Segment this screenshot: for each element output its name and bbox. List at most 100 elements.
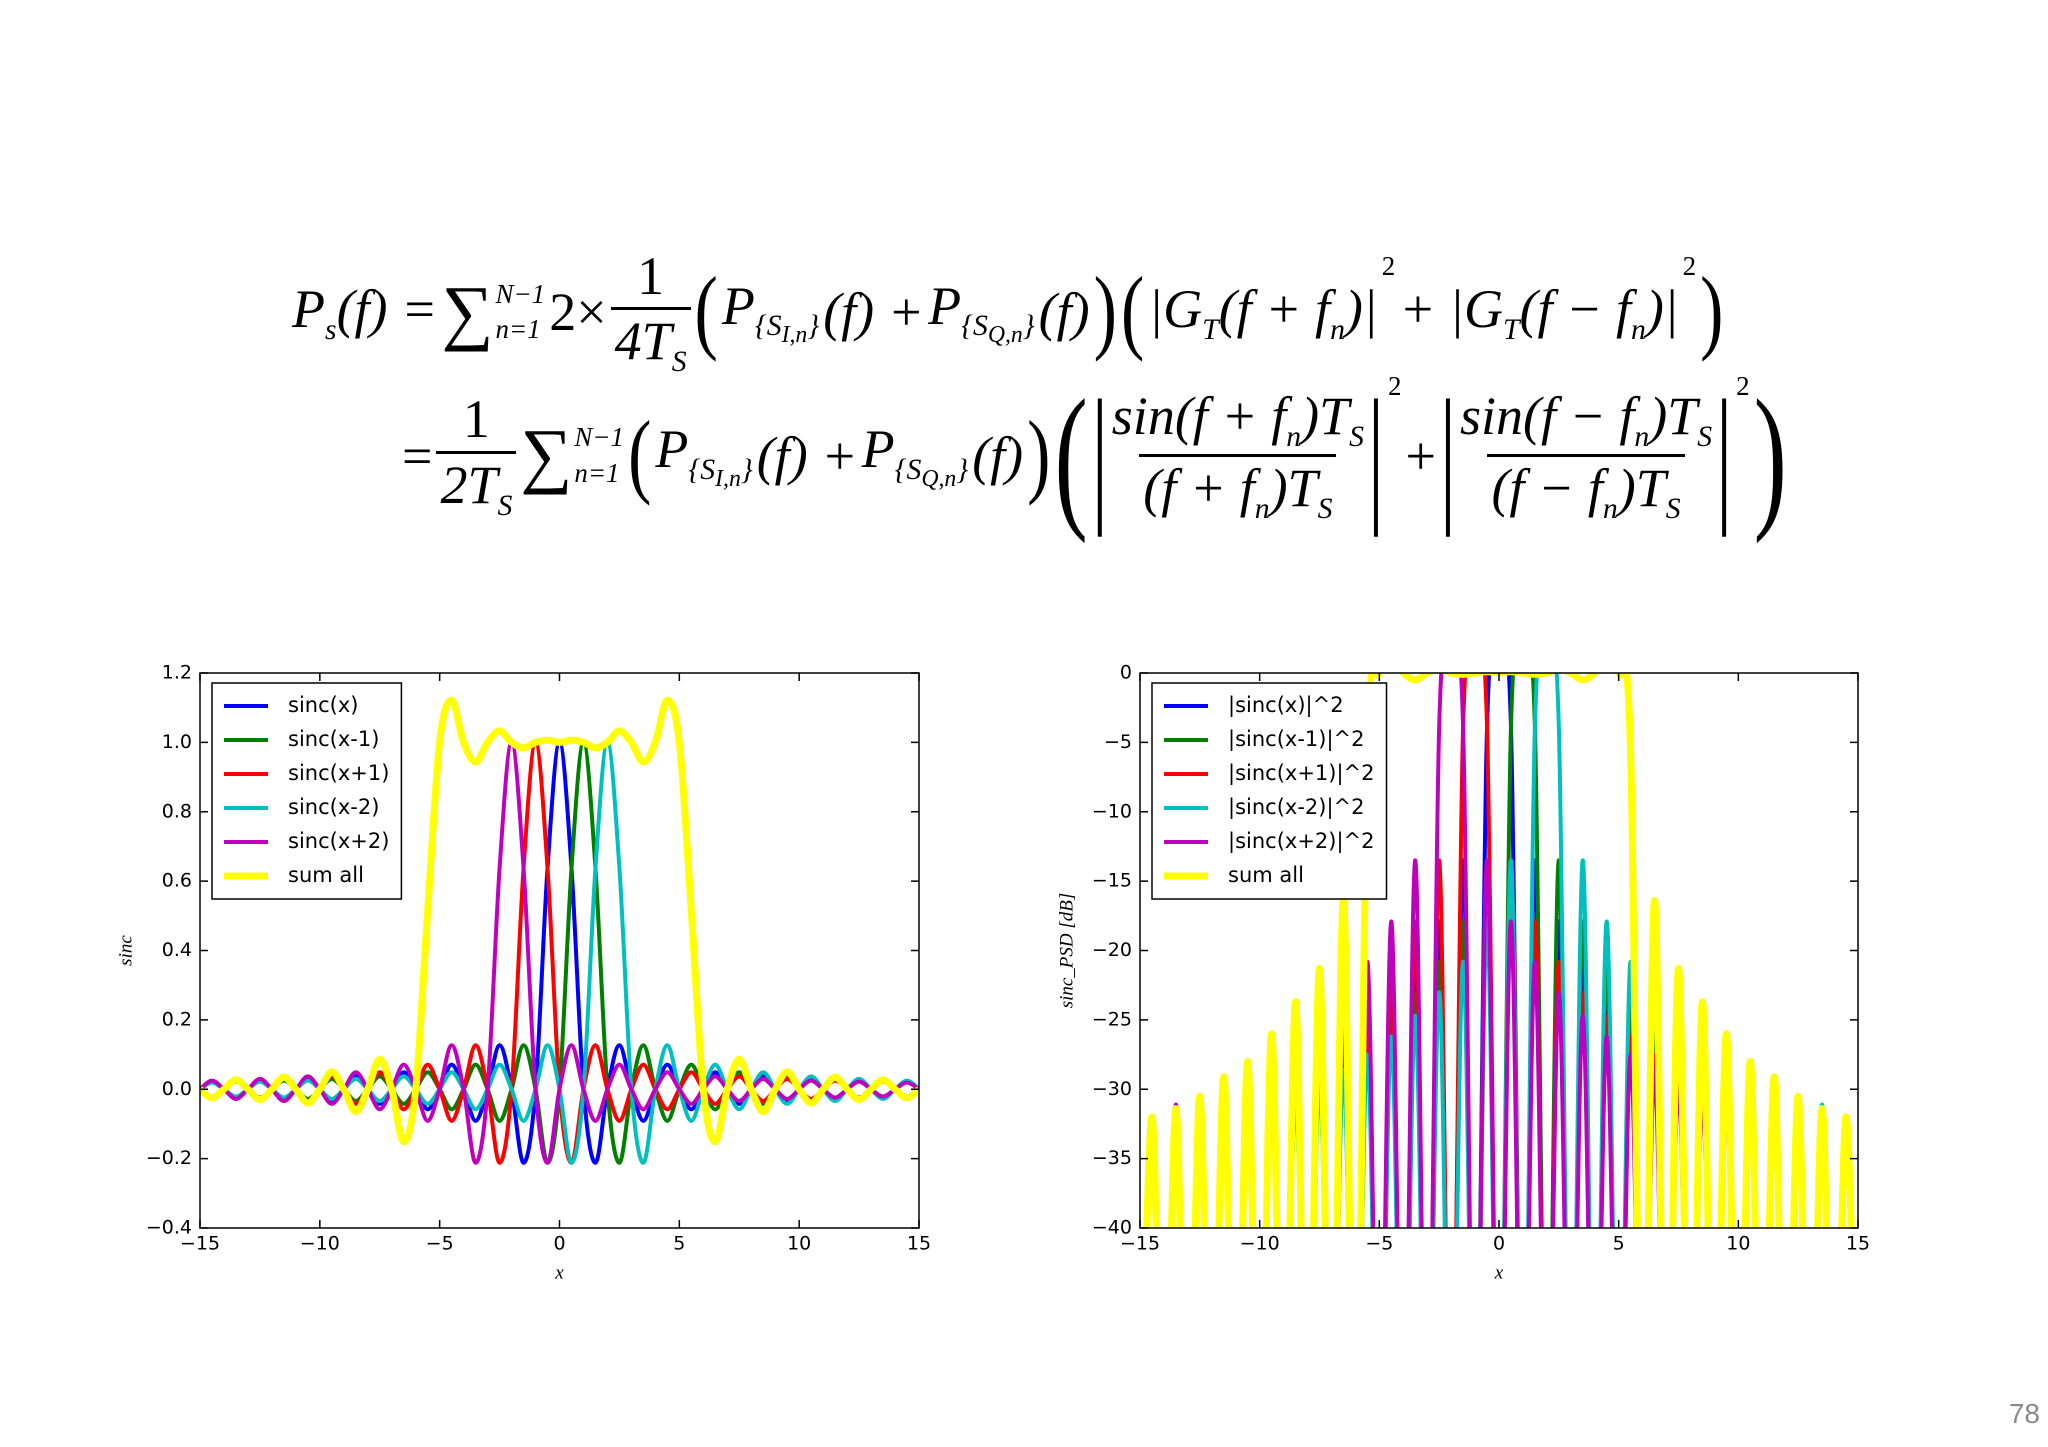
x-tick-label: 15: [1846, 1233, 1870, 1255]
equation-group: (f + fn)TS: [1139, 454, 1337, 526]
equation-token: N−1: [574, 422, 625, 453]
equation-token: sin(f − f: [1459, 386, 1635, 446]
equation-token: sin(f + f: [1111, 386, 1287, 446]
y-tick-label: −30: [1092, 1078, 1132, 1100]
y-tick-label: −20: [1092, 939, 1132, 961]
equation-token: S: [1317, 492, 1333, 525]
equation-token: ): [1753, 366, 1787, 545]
equation-token: n: [1330, 313, 1345, 346]
x-tick-label: 5: [673, 1233, 685, 1255]
equation-token: {S: [754, 310, 782, 343]
equation-group: sin(f + fn)TS (f + fn)TS: [1112, 385, 1364, 526]
x-tick-label: −5: [426, 1233, 454, 1255]
equation-group: 1 2TS: [436, 388, 517, 523]
equation-token: (: [1054, 366, 1088, 545]
equation-token: I,n: [781, 322, 808, 349]
legend: sinc(x) sinc(x-1) sinc(x+1) sinc(x-2) sinc(x…: [211, 682, 403, 900]
equation-token: 2: [1381, 251, 1396, 281]
equation-token: 2: [1387, 371, 1402, 401]
x-tick-label: −10: [300, 1233, 340, 1255]
equation-token: 1: [637, 246, 665, 306]
equation-token: )T: [1649, 386, 1698, 446]
y-tick-label: 1.2: [162, 662, 192, 684]
equation-token: + |G: [1399, 278, 1504, 339]
y-tick-label: 1.0: [162, 731, 192, 753]
y-axis-label: sinc: [115, 935, 136, 966]
legend-label: |sinc(x)|^2: [1228, 693, 1344, 718]
equation-token: {S: [961, 310, 988, 343]
equation-token: (f) +: [756, 425, 858, 486]
x-tick-label: −10: [1240, 1233, 1280, 1255]
y-tick-label: 0.8: [162, 800, 192, 822]
equation-token: n=1: [495, 314, 541, 345]
equation-token: S: [671, 345, 687, 378]
equation-token: }: [807, 310, 820, 343]
legend-label: |sinc(x+1)|^2: [1228, 761, 1375, 786]
equation-token: |: [1439, 370, 1456, 539]
equation-token: +: [1405, 425, 1436, 486]
equation-token: )T: [1269, 458, 1318, 519]
equation-group: {SI,n}: [754, 310, 820, 348]
x-tick-label: −15: [1120, 1233, 1160, 1255]
equation-token: T: [1503, 313, 1520, 346]
x-tick-label: 0: [1493, 1233, 1505, 1255]
equation-group: sin(f + fn)TS: [1112, 385, 1364, 454]
y-tick-label: 0: [1120, 662, 1132, 684]
equation-token: P: [292, 278, 325, 339]
equation-group: 4TS: [610, 307, 691, 379]
equation-group: P{SI,n}: [722, 275, 819, 350]
equation-token: (f): [1038, 282, 1090, 343]
equation-token: )|: [1344, 278, 1378, 339]
equation-group: ∑ N−1 n=1: [441, 270, 545, 352]
equation-token: Q,n: [921, 466, 957, 493]
legend-label: |sinc(x-1)|^2: [1228, 727, 1365, 752]
legend-label: |sinc(x+2)|^2: [1228, 829, 1375, 854]
equation-token: 1: [462, 389, 490, 450]
legend-label: sum all: [1228, 863, 1304, 887]
equation-token: I,n: [715, 466, 741, 493]
equation-token: }: [956, 453, 969, 486]
equation-token: N−1: [495, 278, 546, 309]
equation-group: (f − fn)TS: [1487, 454, 1685, 526]
equation-token: =: [402, 425, 433, 486]
y-tick-label: −10: [1092, 800, 1132, 822]
equation-token: P: [655, 419, 689, 480]
equation-token: n: [1254, 492, 1270, 525]
equation-token: ): [1700, 259, 1724, 364]
equation-token: P: [721, 275, 755, 336]
equation-token: S: [1665, 492, 1681, 525]
equation-token: }: [740, 453, 753, 486]
equation-token: 2: [1736, 371, 1750, 401]
y-tick-label: −25: [1092, 1008, 1132, 1030]
equation-group: P{SI,n}: [655, 418, 752, 493]
equation-token: P: [861, 419, 895, 480]
x-axis-label: x: [1494, 1262, 1504, 1283]
equation-token: 4T: [614, 311, 672, 372]
equation-group: {SQ,n}: [961, 310, 1035, 348]
equation-group: N−1 n=1: [574, 420, 624, 490]
y-tick-label: −40: [1092, 1217, 1132, 1239]
equation-token: (f + f: [1218, 278, 1331, 339]
equation-group: {SQ,n}: [895, 453, 969, 492]
equation-token: s: [325, 313, 337, 346]
y-tick-label: −0.4: [146, 1217, 192, 1239]
legend-label: sinc(x): [288, 693, 358, 717]
equation-group: sin(f − fn)TS (f − fn)TS: [1460, 385, 1712, 526]
equation-group: N−1 n=1: [495, 277, 545, 347]
equation-token: (f) +: [823, 282, 925, 343]
equation-token: |G: [1148, 278, 1203, 339]
equation-token: |: [1716, 370, 1733, 539]
equation-token: (f): [972, 425, 1024, 486]
x-tick-label: −5: [1365, 1233, 1393, 1255]
equation-group: {SI,n}: [688, 453, 753, 492]
equation-token: ∑: [520, 414, 573, 496]
equation-token: |: [1367, 370, 1384, 539]
x-tick-label: 0: [553, 1233, 565, 1255]
equation-token: }: [1022, 310, 1035, 343]
equation-token: ∑: [441, 270, 494, 352]
legend-label: sinc(x-2): [288, 795, 379, 819]
equation-group: 2TS: [436, 450, 517, 523]
legend-label: sum all: [288, 863, 364, 887]
